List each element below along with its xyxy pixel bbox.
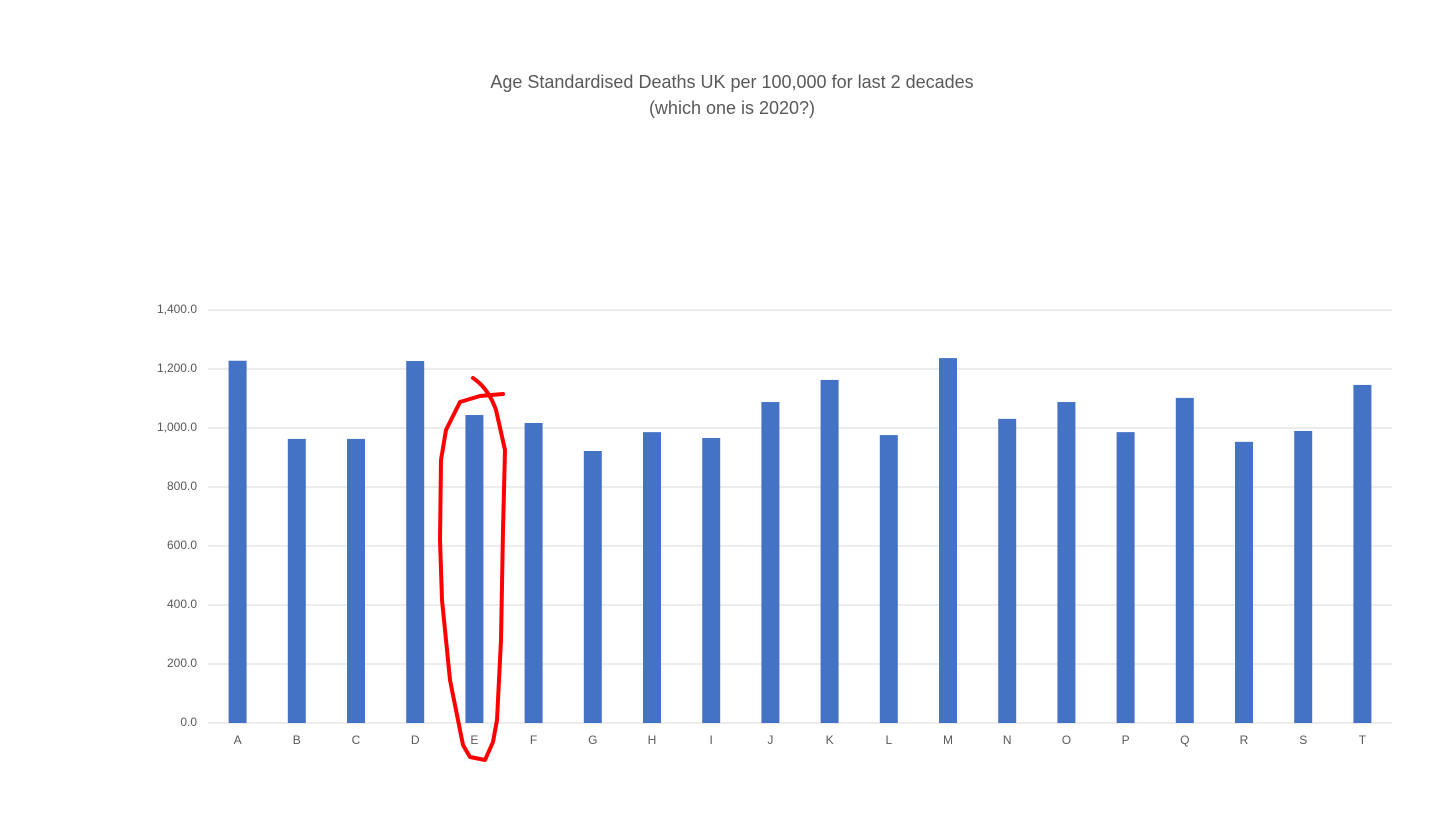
bar [465,415,484,723]
chart-title: Age Standardised Deaths UK per 100,000 f… [490,72,973,92]
x-tick-label: R [1240,733,1249,747]
x-tick-label: N [1003,733,1012,747]
y-tick-label: 1,000.0 [157,420,197,434]
bar [1116,432,1135,723]
x-tick-label: G [588,733,597,747]
bar [1235,441,1253,723]
x-tick-label: M [943,733,953,747]
x-tick-label: B [293,733,301,747]
bar [406,361,425,723]
bar [1057,402,1076,723]
bar [1175,397,1194,723]
chart-subtitle: (which one is 2020?) [649,98,815,118]
bar [939,358,957,723]
bar [643,432,661,723]
x-tick-label: C [352,733,361,747]
bar [820,379,839,723]
y-tick-label: 600.0 [167,538,197,552]
bar [879,435,898,723]
bar [1353,384,1372,723]
x-tick-label: O [1062,733,1071,747]
x-tick-label: K [826,733,834,747]
y-tick-label: 200.0 [167,656,197,670]
bar [1294,430,1313,723]
y-tick-label: 0.0 [180,715,197,729]
x-tick-label: F [530,733,537,747]
bar [583,451,602,723]
x-tick-label: I [710,733,713,747]
x-tick-label: P [1122,733,1130,747]
plot-area: 0.0 200.0 400.0 600.0 800.0 1,000.0 1,200.0 1,4… [157,302,1392,747]
x-tick-label: D [411,733,420,747]
y-tick-label: 800.0 [167,479,197,493]
bar [761,402,780,723]
x-tick-label: L [885,733,892,747]
bar [998,418,1017,723]
annotation-circle [438,376,507,762]
bar [347,438,365,723]
x-tick-label: E [470,733,478,747]
y-tick-label: 1,400.0 [157,302,197,316]
bar [524,422,543,723]
x-tick-label: Q [1180,733,1189,747]
x-tick-label: J [767,733,773,747]
bar [287,438,306,723]
y-tick-label: 400.0 [167,597,197,611]
bar [228,360,247,723]
x-tick-label: H [648,733,657,747]
x-tick-label: S [1299,733,1307,747]
x-tick-label: T [1359,733,1367,747]
x-tick-label: A [234,733,242,747]
bar [702,438,721,723]
y-tick-label: 1,200.0 [157,361,197,375]
